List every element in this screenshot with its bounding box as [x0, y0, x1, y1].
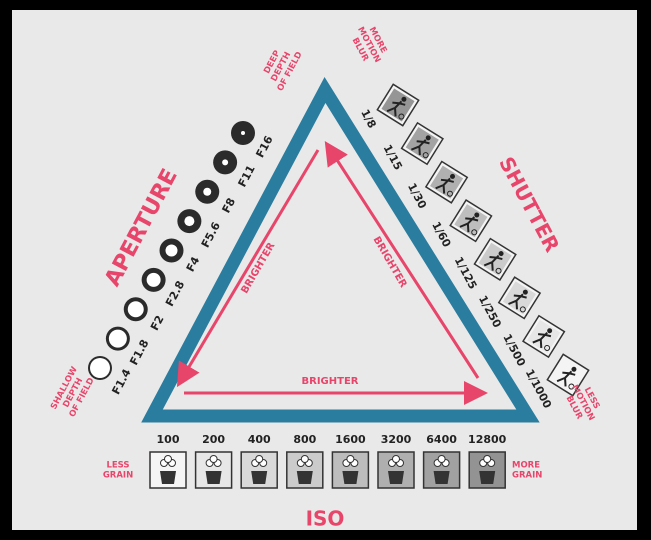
iso-value: 800 — [293, 433, 316, 446]
aperture-hole — [128, 301, 144, 317]
label-line: LESS — [106, 461, 129, 471]
aperture-hole — [222, 159, 228, 165]
aperture-hole — [241, 131, 245, 135]
iso-value: 3200 — [381, 433, 412, 446]
arrow-label: BRIGHTER — [302, 376, 359, 387]
flower — [484, 456, 491, 463]
iso-value: 200 — [202, 433, 225, 446]
diagram: BRIGHTER BRIGHTER BRIGHTER APERTURE SHUT… — [0, 0, 651, 540]
iso-value: 12800 — [468, 433, 507, 446]
iso-value: 100 — [157, 433, 180, 446]
pot — [479, 471, 495, 484]
label-line: MORE — [512, 461, 540, 471]
pot — [251, 471, 267, 484]
pot — [297, 471, 313, 484]
aperture-hole — [203, 188, 211, 196]
iso-value: 1600 — [335, 433, 366, 446]
pot — [388, 471, 404, 484]
aperture-hole — [184, 216, 194, 226]
pot — [342, 471, 358, 484]
label-line: GRAIN — [512, 471, 542, 481]
flower — [210, 456, 217, 463]
flower — [256, 456, 263, 463]
aperture-hole — [166, 245, 178, 257]
pot — [206, 471, 222, 484]
aperture-hole — [147, 273, 161, 287]
aperture-hole — [90, 358, 110, 378]
flower — [347, 456, 354, 463]
section-title: ISO — [306, 507, 345, 531]
aperture-hole — [109, 330, 127, 348]
flower — [438, 456, 445, 463]
iso-value: 6400 — [426, 433, 457, 446]
iso-value: 400 — [248, 433, 271, 446]
pot — [160, 471, 176, 484]
pot — [434, 471, 450, 484]
flower — [393, 456, 400, 463]
flower — [165, 456, 172, 463]
flower — [301, 456, 308, 463]
label-line: GRAIN — [103, 471, 133, 481]
